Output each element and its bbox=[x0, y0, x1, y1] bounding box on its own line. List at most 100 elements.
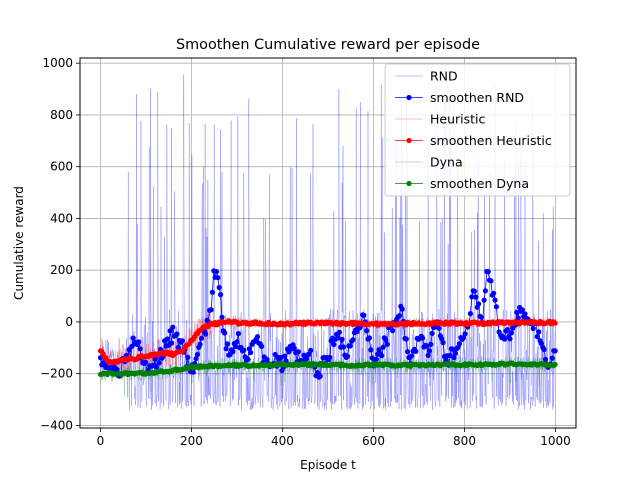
point-smoothen-RND bbox=[230, 348, 236, 355]
point-smoothen-RND bbox=[317, 373, 323, 379]
point-smoothen-RND bbox=[345, 353, 351, 359]
point-smoothen-RND bbox=[469, 294, 475, 300]
point-smoothen-RND bbox=[156, 360, 162, 366]
point-smoothen-RND bbox=[450, 346, 456, 352]
point-smoothen-RND bbox=[530, 325, 536, 332]
x-axis-label: Episode t bbox=[300, 458, 356, 472]
point-smoothen-RND bbox=[142, 359, 149, 365]
point-smoothen-RND bbox=[97, 355, 104, 361]
point-smoothen-RND bbox=[213, 269, 220, 275]
point-smoothen-RND bbox=[384, 341, 390, 347]
ticks: 0 200 400 600 800 1000 −400 −200 0 200 400 600 800 10… bbox=[40, 56, 571, 448]
legend: RND smoothen RND Heuristic smoothen Heurist… bbox=[384, 63, 571, 197]
point-smoothen-RND bbox=[368, 347, 374, 353]
point-smoothen-RND bbox=[440, 340, 446, 346]
point-smoothen-RND bbox=[339, 336, 345, 342]
x-tick-label: 800 bbox=[453, 434, 476, 448]
point-smoothen-RND bbox=[223, 346, 229, 352]
point-smoothen-RND bbox=[390, 328, 396, 334]
point-smoothen-RND bbox=[216, 284, 222, 291]
y-tick-label: 0 bbox=[65, 315, 73, 329]
legend-entry: Heuristic bbox=[395, 112, 486, 127]
point-smoothen-RND bbox=[491, 290, 497, 296]
point-smoothen-RND bbox=[536, 329, 542, 335]
point-smoothen-RND bbox=[224, 341, 230, 347]
point-smoothen-RND bbox=[493, 304, 499, 310]
point-smoothen-RND bbox=[350, 337, 356, 343]
point-smoothen-RND bbox=[380, 344, 386, 350]
point-smoothen-RND bbox=[396, 313, 402, 319]
point-smoothen-Heuristic bbox=[100, 351, 106, 357]
point-smoothen-RND bbox=[153, 364, 159, 370]
legend-entry: smoothen Dyna bbox=[395, 176, 529, 191]
point-smoothen-RND bbox=[197, 341, 203, 347]
legend-entry: RND bbox=[395, 69, 458, 84]
point-smoothen-RND bbox=[447, 352, 453, 359]
series-smoothen-Dyna bbox=[97, 360, 558, 378]
point-smoothen-RND bbox=[504, 327, 510, 333]
point-smoothen-RND bbox=[429, 330, 435, 336]
point-smoothen-RND bbox=[413, 348, 419, 354]
point-smoothen-RND bbox=[361, 312, 367, 318]
point-smoothen-Dyna bbox=[552, 361, 558, 368]
point-smoothen-RND bbox=[209, 289, 215, 295]
point-smoothen-RND bbox=[254, 334, 261, 340]
x-tick-label: 400 bbox=[271, 434, 294, 448]
point-smoothen-RND bbox=[424, 343, 430, 349]
point-smoothen-RND bbox=[215, 275, 221, 281]
y-tick-label: −200 bbox=[40, 367, 73, 381]
y-tick-label: 400 bbox=[50, 211, 73, 225]
point-smoothen-RND bbox=[476, 301, 482, 307]
point-smoothen-RND bbox=[379, 353, 385, 359]
point-smoothen-RND bbox=[549, 355, 555, 361]
point-smoothen-RND bbox=[542, 356, 549, 362]
x-tick-label: 0 bbox=[97, 434, 105, 448]
point-smoothen-RND bbox=[198, 335, 205, 341]
point-smoothen-RND bbox=[467, 311, 473, 317]
point-smoothen-RND bbox=[308, 347, 314, 353]
point-smoothen-RND bbox=[222, 330, 228, 336]
point-smoothen-RND bbox=[456, 341, 463, 347]
point-smoothen-RND bbox=[347, 343, 353, 349]
point-smoothen-RND bbox=[174, 331, 180, 337]
point-smoothen-RND bbox=[164, 336, 170, 342]
point-smoothen-RND bbox=[478, 314, 484, 320]
x-tick-label: 1000 bbox=[540, 434, 571, 448]
point-smoothen-RND bbox=[541, 346, 547, 353]
x-tick-label: 200 bbox=[180, 434, 203, 448]
point-smoothen-RND bbox=[114, 366, 120, 372]
point-smoothen-RND bbox=[203, 331, 209, 337]
point-smoothen-RND bbox=[482, 288, 488, 294]
point-smoothen-RND bbox=[282, 353, 288, 359]
axes-frame bbox=[79, 57, 577, 429]
y-axis-label: Cumulative reward bbox=[12, 186, 26, 300]
legend-entry: smoothen RND bbox=[395, 90, 524, 105]
point-smoothen-RND bbox=[291, 345, 297, 351]
point-smoothen-RND bbox=[314, 370, 321, 376]
point-smoothen-RND bbox=[194, 351, 200, 358]
legend-label: Dyna bbox=[430, 155, 463, 170]
point-smoothen-RND bbox=[304, 356, 310, 362]
point-smoothen-RND bbox=[508, 330, 514, 336]
point-smoothen-RND bbox=[522, 311, 528, 317]
point-smoothen-RND bbox=[538, 340, 545, 347]
point-smoothen-RND bbox=[451, 355, 457, 361]
point-smoothen-RND bbox=[492, 297, 498, 303]
point-smoothen-RND bbox=[234, 339, 240, 345]
point-smoothen-RND bbox=[175, 344, 181, 351]
chart-title: Smoothen Cumulative reward per episode bbox=[176, 37, 480, 53]
point-smoothen-RND bbox=[507, 336, 513, 342]
point-smoothen-RND bbox=[473, 294, 479, 300]
y-tick-label: 200 bbox=[50, 263, 73, 277]
legend-label: smoothen Dyna bbox=[430, 176, 529, 191]
legend-entry: smoothen Heuristic bbox=[395, 133, 552, 148]
point-smoothen-RND bbox=[193, 356, 199, 362]
point-smoothen-RND bbox=[168, 340, 175, 346]
point-smoothen-RND bbox=[245, 356, 251, 362]
point-smoothen-RND bbox=[327, 354, 333, 360]
point-smoothen-RND bbox=[130, 335, 136, 341]
point-smoothen-RND bbox=[331, 341, 337, 348]
point-smoothen-RND bbox=[485, 269, 491, 275]
point-smoothen-RND bbox=[425, 352, 431, 358]
